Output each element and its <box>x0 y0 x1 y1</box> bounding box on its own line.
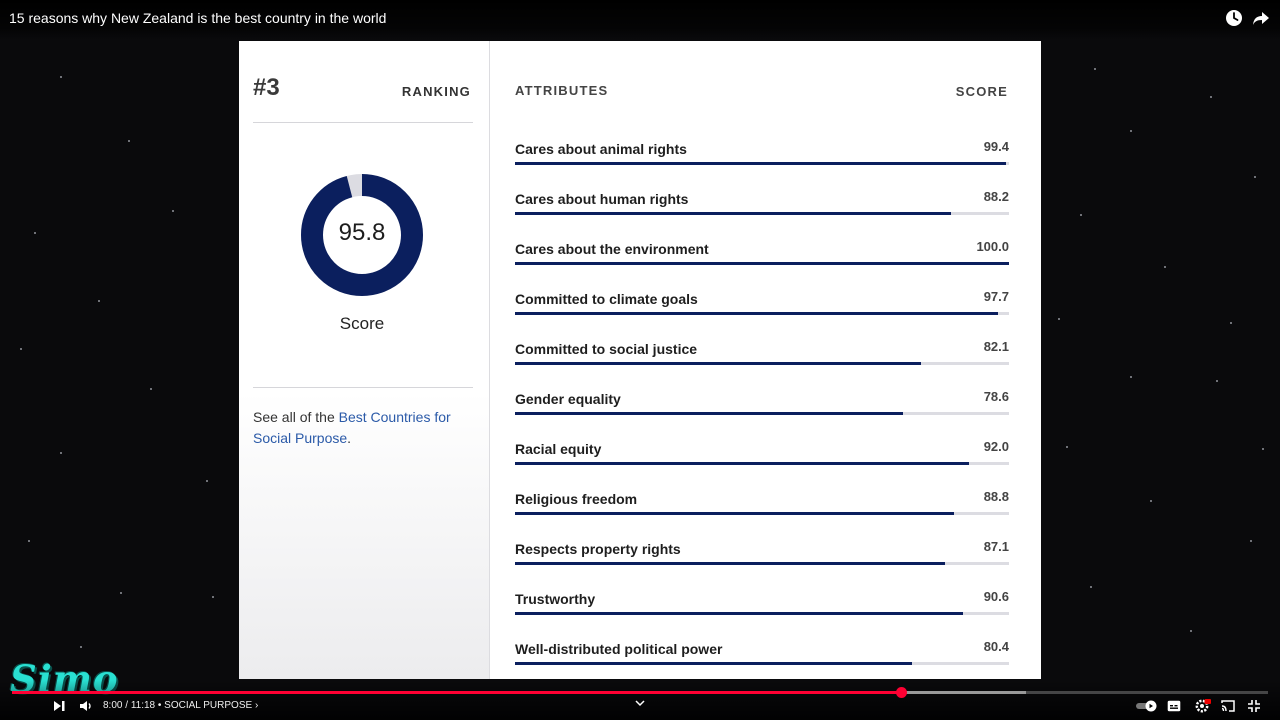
progress-bar[interactable] <box>12 687 1268 698</box>
attribute-name: Gender equality <box>515 391 621 407</box>
progress-played <box>12 691 902 694</box>
attribute-bar-track <box>515 312 1009 315</box>
attribute-bar-fill <box>515 662 913 665</box>
attribute-name: Respects property rights <box>515 541 681 557</box>
attribute-name: Religious freedom <box>515 491 638 507</box>
share-arrow-icon[interactable] <box>1252 9 1270 27</box>
attribute-name: Cares about human rights <box>515 191 689 207</box>
chapter-title[interactable]: SOCIAL PURPOSE <box>164 700 253 711</box>
autoplay-toggle-icon[interactable] <box>1136 700 1158 712</box>
see-all-text: See all of the Best Countries for Social… <box>253 407 478 449</box>
clock-icon[interactable] <box>1225 9 1243 27</box>
attribute-bar-track <box>515 462 1009 465</box>
time-total: 11:18 <box>130 700 156 711</box>
attribute-bar-fill <box>515 612 963 615</box>
attribute-bar-track <box>515 162 1009 165</box>
attribute-score: 92.0 <box>983 439 1009 454</box>
attribute-row: Committed to social justice 82.1 <box>515 339 1009 371</box>
exit-fullscreen-icon[interactable] <box>1248 700 1260 712</box>
attribute-bar-fill <box>515 362 921 365</box>
player-controls: 8:00 / 11:18 • SOCIAL PURPOSE › <box>0 680 1280 720</box>
attribute-bar-fill <box>515 462 970 465</box>
slide-card: #3 RANKING 95.8 Score See all of the Bes… <box>239 41 1041 679</box>
captions-icon[interactable] <box>1167 700 1181 712</box>
attribute-bar-fill <box>515 412 904 415</box>
chevron-down-icon[interactable] <box>635 700 645 707</box>
video-top-bar: 15 reasons why New Zealand is the best c… <box>0 0 1280 40</box>
attribute-bar-track <box>515 262 1009 265</box>
attribute-row: Gender equality 78.6 <box>515 389 1009 421</box>
attribute-row: Cares about animal rights 99.4 <box>515 139 1009 171</box>
attribute-bar-fill <box>515 512 954 515</box>
attribute-name: Cares about the environment <box>515 241 709 257</box>
attribute-bar-track <box>515 212 1009 215</box>
attribute-row: Respects property rights 87.1 <box>515 539 1009 571</box>
attribute-score: 87.1 <box>983 539 1009 554</box>
rank-number: #3 <box>253 74 280 101</box>
attribute-row: Cares about the environment 100.0 <box>515 239 1009 271</box>
divider <box>253 387 473 388</box>
attribute-name: Cares about animal rights <box>515 141 687 157</box>
video-title[interactable]: 15 reasons why New Zealand is the best c… <box>9 10 387 26</box>
volume-icon[interactable] <box>79 700 93 712</box>
attribute-score: 97.7 <box>983 289 1009 304</box>
attribute-row: Racial equity 92.0 <box>515 439 1009 471</box>
attribute-bar-track <box>515 362 1009 365</box>
best-countries-link[interactable]: Best Countries for Social Purpose <box>253 409 451 446</box>
progress-scrubber[interactable] <box>896 687 908 698</box>
attributes-panel: ATTRIBUTES SCORE Cares about animal righ… <box>490 41 1041 679</box>
attribute-row: Committed to climate goals 97.7 <box>515 289 1009 321</box>
ranking-label: RANKING <box>401 84 471 99</box>
attribute-bar-track <box>515 612 1009 615</box>
attribute-score: 78.6 <box>983 389 1009 404</box>
attribute-name: Racial equity <box>515 441 602 457</box>
attribute-score: 88.8 <box>983 489 1009 504</box>
see-all-suffix: . <box>347 430 352 446</box>
score-donut-chart <box>301 174 423 296</box>
attribute-bar-fill <box>515 312 998 315</box>
attribute-row: Trustworthy 90.6 <box>515 589 1009 621</box>
attribute-bar-fill <box>515 162 1007 165</box>
score-label: Score <box>339 314 385 333</box>
attribute-score: 100.0 <box>976 239 1009 254</box>
score-donut-arc <box>301 174 423 296</box>
time-display: 8:00 / 11:18 • SOCIAL PURPOSE › <box>103 700 259 711</box>
attribute-score: 82.1 <box>983 339 1009 354</box>
cast-icon[interactable] <box>1221 700 1235 712</box>
divider <box>253 122 473 123</box>
attribute-name: Committed to climate goals <box>515 291 698 307</box>
attribute-name: Well-distributed political power <box>515 641 723 657</box>
attribute-row: Cares about human rights 88.2 <box>515 189 1009 221</box>
attribute-name: Trustworthy <box>515 591 596 607</box>
attribute-bar-track <box>515 412 1009 415</box>
gear-icon[interactable] <box>1195 699 1211 713</box>
time-current: 8:00 <box>103 700 123 711</box>
attribute-score: 88.2 <box>983 189 1009 204</box>
see-all-prefix: See all of the <box>253 409 339 425</box>
attribute-score: 80.4 <box>983 639 1009 654</box>
attribute-bar-fill <box>515 212 951 215</box>
attribute-score: 90.6 <box>983 589 1009 604</box>
skip-next-icon[interactable] <box>53 700 66 712</box>
score-value: 95.8 <box>338 219 386 246</box>
attributes-header: ATTRIBUTES <box>515 83 609 98</box>
attribute-bar-fill <box>515 562 946 565</box>
attribute-score: 99.4 <box>983 139 1009 154</box>
attribute-bar-fill <box>515 262 1009 265</box>
ranking-panel: #3 RANKING 95.8 Score See all of the Bes… <box>239 41 490 679</box>
attribute-bar-track <box>515 512 1009 515</box>
attribute-row: Religious freedom 88.8 <box>515 489 1009 521</box>
attribute-row: Well-distributed political power 80.4 <box>515 639 1009 671</box>
attribute-bar-track <box>515 662 1009 665</box>
attribute-bar-track <box>515 562 1009 565</box>
score-header: SCORE <box>955 84 1008 99</box>
attribute-name: Committed to social justice <box>515 341 698 357</box>
